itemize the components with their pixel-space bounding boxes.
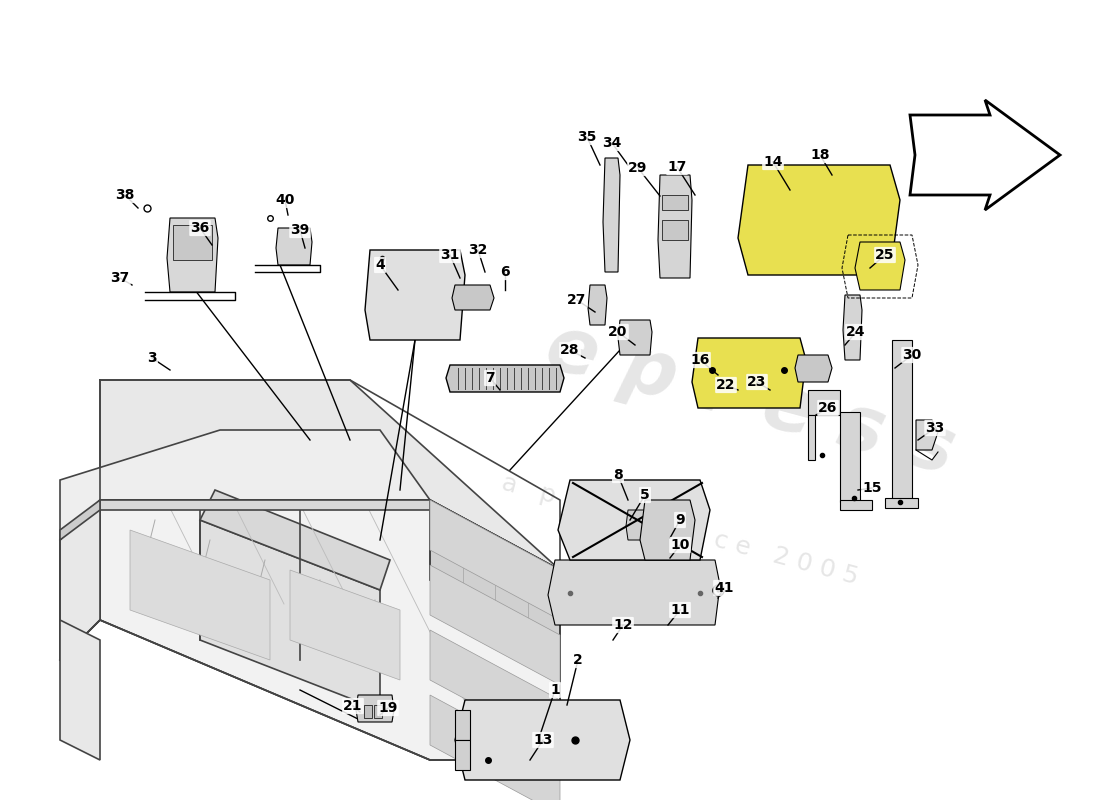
Polygon shape (365, 250, 465, 340)
Polygon shape (60, 620, 100, 760)
Text: 36: 36 (190, 221, 210, 235)
Polygon shape (446, 365, 564, 392)
Polygon shape (840, 500, 872, 510)
Text: 6: 6 (500, 265, 509, 279)
Text: 41: 41 (714, 581, 734, 595)
Text: 5: 5 (640, 488, 650, 502)
Polygon shape (618, 320, 652, 355)
Text: 23: 23 (747, 375, 767, 389)
Text: 10: 10 (670, 538, 690, 552)
Polygon shape (808, 390, 840, 415)
Polygon shape (455, 740, 470, 770)
Polygon shape (662, 195, 688, 210)
Polygon shape (603, 158, 620, 272)
Polygon shape (60, 500, 100, 660)
Polygon shape (692, 338, 806, 408)
Text: 4: 4 (375, 258, 385, 272)
Polygon shape (100, 500, 430, 510)
Text: 27: 27 (568, 293, 586, 307)
Polygon shape (430, 630, 560, 750)
Polygon shape (430, 500, 560, 620)
Polygon shape (100, 500, 560, 760)
Text: 28: 28 (560, 343, 580, 357)
Text: 7: 7 (485, 371, 495, 385)
Polygon shape (640, 500, 695, 560)
Text: 12: 12 (614, 618, 632, 632)
Text: 11: 11 (670, 603, 690, 617)
Text: 2: 2 (573, 653, 583, 667)
Polygon shape (910, 100, 1060, 210)
Polygon shape (356, 695, 394, 722)
Polygon shape (840, 412, 860, 502)
Polygon shape (658, 175, 692, 278)
Text: 25: 25 (876, 248, 894, 262)
Text: 30: 30 (902, 348, 922, 362)
Polygon shape (290, 570, 400, 680)
Text: 9: 9 (675, 513, 685, 527)
Polygon shape (374, 705, 382, 718)
Polygon shape (173, 225, 212, 260)
Polygon shape (430, 695, 560, 800)
Polygon shape (276, 228, 312, 265)
Polygon shape (167, 218, 218, 292)
Polygon shape (455, 700, 630, 780)
Polygon shape (738, 165, 900, 275)
Polygon shape (130, 530, 270, 660)
Text: 22: 22 (716, 378, 736, 392)
Text: 15: 15 (862, 481, 882, 495)
Text: 40: 40 (275, 193, 295, 207)
Polygon shape (200, 520, 380, 710)
Polygon shape (588, 285, 607, 325)
Polygon shape (892, 340, 912, 500)
Text: 17: 17 (668, 160, 686, 174)
Text: 24: 24 (846, 325, 866, 339)
Polygon shape (100, 380, 560, 640)
Text: 37: 37 (110, 271, 130, 285)
Text: 33: 33 (925, 421, 945, 435)
Polygon shape (430, 500, 560, 640)
Polygon shape (200, 490, 390, 590)
Polygon shape (855, 242, 905, 290)
Polygon shape (808, 415, 815, 460)
Text: 35: 35 (578, 130, 596, 144)
Polygon shape (795, 355, 832, 382)
Polygon shape (455, 710, 470, 740)
Polygon shape (60, 500, 100, 660)
Text: 29: 29 (628, 161, 648, 175)
Text: 3: 3 (147, 351, 157, 365)
Text: 39: 39 (290, 223, 309, 237)
Text: 26: 26 (818, 401, 838, 415)
Polygon shape (548, 560, 720, 625)
Text: e p r e s s: e p r e s s (538, 310, 962, 490)
Text: 18: 18 (811, 148, 829, 162)
Polygon shape (430, 565, 560, 685)
Polygon shape (843, 295, 862, 360)
Polygon shape (364, 705, 372, 718)
Polygon shape (886, 498, 918, 508)
Text: 13: 13 (534, 733, 552, 747)
Polygon shape (662, 220, 688, 240)
Polygon shape (558, 480, 710, 560)
Polygon shape (916, 420, 938, 450)
Text: 19: 19 (378, 701, 398, 715)
Text: 20: 20 (608, 325, 628, 339)
Text: 34: 34 (603, 136, 622, 150)
Text: 31: 31 (440, 248, 460, 262)
Text: 1: 1 (550, 683, 560, 697)
Text: 8: 8 (613, 468, 623, 482)
Polygon shape (60, 430, 430, 540)
Text: 38: 38 (116, 188, 134, 202)
Text: 16: 16 (691, 353, 710, 367)
Text: 21: 21 (343, 699, 363, 713)
Text: a   p a r t s   s i n c e   2 0 0 5: a p a r t s s i n c e 2 0 0 5 (499, 470, 861, 590)
Polygon shape (452, 285, 494, 310)
Polygon shape (60, 500, 100, 540)
Text: 32: 32 (469, 243, 487, 257)
Text: 14: 14 (763, 155, 783, 169)
Polygon shape (626, 510, 652, 540)
